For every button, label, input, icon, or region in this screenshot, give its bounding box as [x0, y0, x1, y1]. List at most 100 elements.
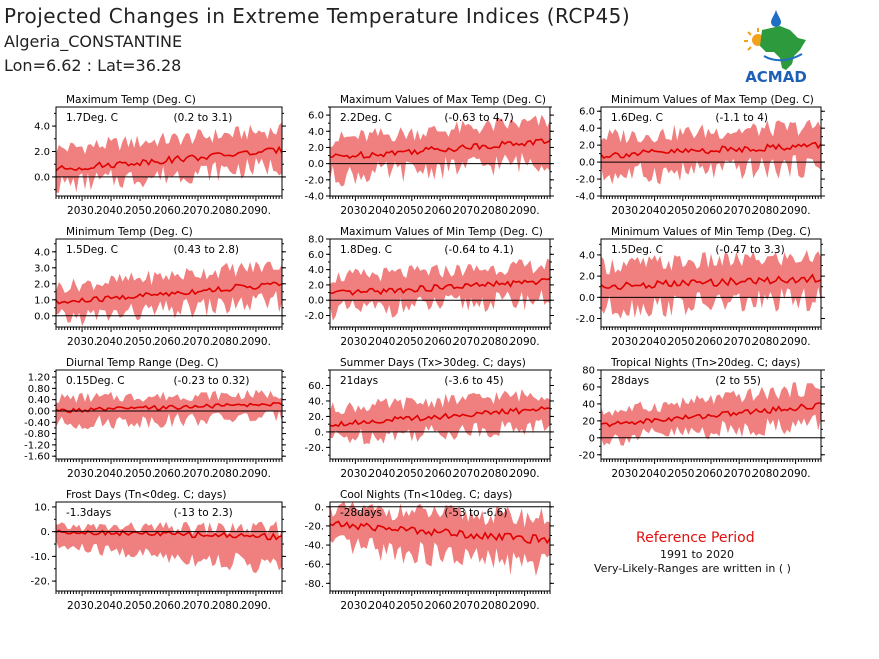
- range-band: [330, 502, 550, 576]
- x-tick-label: 2070.: [724, 468, 754, 480]
- x-tick-label: 2070.: [183, 468, 213, 480]
- y-tick-label: 0: [589, 433, 595, 444]
- y-tick-label: 60.: [308, 381, 324, 392]
- change-summary: 1.5Deg. C: [66, 244, 118, 256]
- y-tick-label: 80: [582, 366, 595, 377]
- likely-range: (-0.64 to 4.1): [444, 244, 513, 256]
- y-tick-label: 2.0: [308, 280, 324, 291]
- x-tick-label: 2050.: [125, 336, 155, 348]
- x-tick-label: 2080.: [212, 468, 242, 480]
- y-tick-label: 0.: [40, 527, 50, 538]
- y-tick-label: -20.: [30, 577, 50, 588]
- y-tick-label: -80.: [304, 579, 324, 590]
- chart-panel-6: -2.00.02.04.02030.2040.2050.2060.2070.20…: [575, 226, 825, 348]
- x-tick-label: 2070.: [183, 600, 213, 612]
- x-tick-label: 2050.: [397, 336, 427, 348]
- chart-panel-9: -20 0 20 40 60 80 2030.2040.2050.2060.2070.208…: [579, 357, 825, 480]
- x-tick-label: 2060.: [154, 600, 184, 612]
- chart-panel-3: -4.0 -2.0 0.0 2.0 4.0 6.0 2030.2040.2050.2060.…: [575, 94, 825, 217]
- x-tick-label: 2030.: [340, 468, 370, 480]
- y-tick-label: -2.0: [304, 175, 324, 186]
- likely-range: (0.43 to 2.8): [174, 244, 240, 256]
- y-tick-label: 20.: [308, 412, 324, 423]
- x-tick-label: 2070.: [183, 205, 213, 217]
- y-tick-label: -20.: [304, 521, 324, 532]
- x-tick-label: 2080.: [481, 600, 511, 612]
- x-tick-label: 2080.: [212, 336, 242, 348]
- x-tick-label: 2030.: [67, 336, 97, 348]
- range-band: [56, 389, 282, 430]
- x-tick-label: 2090.: [510, 205, 540, 217]
- range-band: [56, 261, 282, 327]
- x-tick-label: 2070.: [453, 600, 483, 612]
- change-summary: 21days: [340, 375, 378, 387]
- likely-range: (-1.1 to 4): [715, 112, 768, 124]
- y-tick-label: 1.20: [28, 373, 50, 384]
- x-tick-label: 2070.: [453, 336, 483, 348]
- likely-range: (-3.6 to 45): [444, 375, 503, 387]
- logo-text: ACMAD: [745, 68, 807, 86]
- x-tick-label: 2080.: [752, 205, 782, 217]
- chart-title: Minimum Values of Min Temp (Deg. C): [611, 226, 811, 238]
- x-tick-label: 2060.: [154, 468, 184, 480]
- y-tick-label: 4.0: [308, 265, 324, 276]
- x-tick-label: 2090.: [510, 600, 540, 612]
- x-tick-label: 2050.: [668, 468, 698, 480]
- y-tick-label: -0.40: [24, 418, 50, 429]
- drop-icon: [771, 10, 781, 27]
- change-summary: 1.7Deg. C: [66, 112, 118, 124]
- likely-range: (-13 to 2.3): [174, 507, 233, 519]
- y-tick-label: -40.: [304, 541, 324, 552]
- y-tick-label: -2.0: [575, 175, 595, 186]
- y-tick-label: 0.00: [28, 406, 50, 417]
- y-tick-label: 0.80: [28, 384, 50, 395]
- median-line: [330, 277, 550, 296]
- y-tick-label: -0.80: [24, 429, 50, 440]
- x-tick-label: 2040.: [369, 600, 399, 612]
- x-tick-label: 2050.: [668, 205, 698, 217]
- y-tick-label: 2.0: [34, 147, 50, 158]
- reference-period-title: Reference Period: [636, 530, 755, 546]
- y-tick-label: 6.0: [579, 107, 595, 118]
- x-tick-label: 2050.: [668, 336, 698, 348]
- y-tick-label: 0.0: [34, 311, 50, 322]
- reference-period-note: Very-Likely-Ranges are written in ( ): [594, 562, 791, 575]
- x-tick-label: 2050.: [397, 205, 427, 217]
- x-tick-label: 2040.: [96, 600, 126, 612]
- likely-range: (-0.63 to 4.7): [444, 112, 513, 124]
- chart-title: Summer Days (Tx>30deg. C; days): [340, 357, 526, 369]
- y-tick-label: 3.0: [34, 263, 50, 274]
- x-tick-label: 2040.: [640, 468, 670, 480]
- x-tick-label: 2070.: [724, 336, 754, 348]
- x-tick-label: 2080.: [212, 600, 242, 612]
- x-tick-label: 2060.: [425, 600, 455, 612]
- y-tick-label: -2.0: [304, 311, 324, 322]
- x-tick-label: 2030.: [67, 600, 97, 612]
- x-tick-label: 2080.: [481, 468, 511, 480]
- range-band: [330, 389, 550, 445]
- change-summary: 2.2Deg. C: [340, 112, 392, 124]
- median-line: [601, 402, 821, 428]
- x-tick-label: 2080.: [752, 468, 782, 480]
- y-tick-label: 2.0: [308, 143, 324, 154]
- likely-range: (-0.23 to 0.32): [174, 375, 250, 387]
- x-tick-label: 2040.: [640, 205, 670, 217]
- chart-panel-11: -80.-60.-40.-20.0.2030.2040.2050.2060.20…: [304, 489, 554, 612]
- x-tick-label: 2090.: [781, 468, 811, 480]
- x-tick-label: 2060.: [696, 205, 726, 217]
- x-tick-label: 2080.: [212, 205, 242, 217]
- likely-range: (0.2 to 3.1): [174, 112, 233, 124]
- y-tick-label: 4.0: [579, 124, 595, 135]
- x-tick-label: 2090.: [781, 336, 811, 348]
- change-summary: 1.6Deg. C: [611, 112, 663, 124]
- y-tick-label: 0.0: [579, 158, 595, 169]
- likely-range: (-0.47 to 3.3): [715, 244, 784, 256]
- x-tick-label: 2090.: [241, 336, 271, 348]
- x-tick-label: 2060.: [696, 336, 726, 348]
- x-tick-label: 2040.: [96, 336, 126, 348]
- coords-label: Lon=6.62 : Lat=36.28: [4, 56, 182, 75]
- chart-title: Tropical Nights (Tn>20deg. C; days): [610, 357, 800, 369]
- reference-period-years: 1991 to 2020: [660, 548, 735, 561]
- chart-panel-4: 0.0 1.0 2.0 3.0 4.0 2030.2040.2050.2060.2070.…: [34, 226, 286, 348]
- y-tick-label: -20.: [304, 443, 324, 454]
